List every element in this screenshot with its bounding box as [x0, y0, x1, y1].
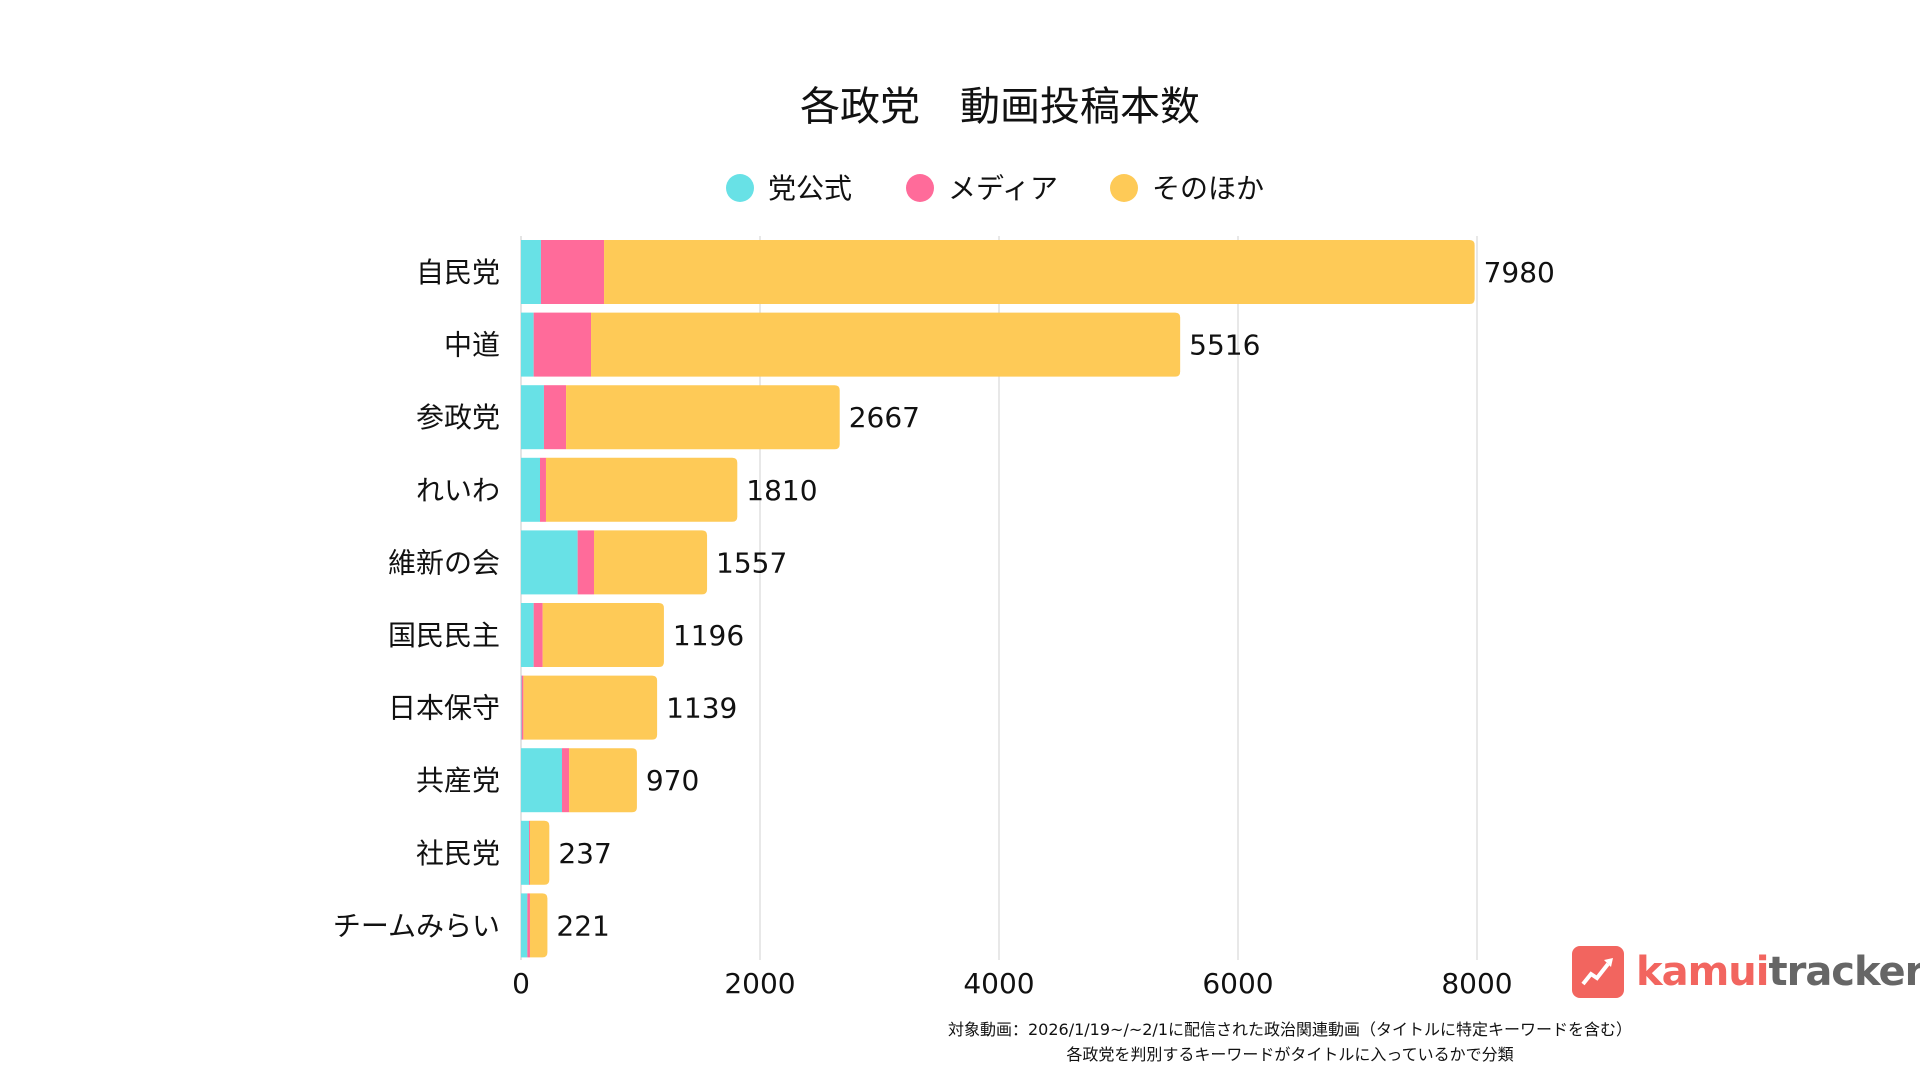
legend-label: 党公式: [768, 172, 852, 205]
bar-group: [521, 385, 840, 450]
bar-segment: [540, 240, 605, 304]
bar-segment: [591, 312, 1181, 377]
bar-segment: [527, 893, 530, 958]
bar-segment: [521, 675, 524, 740]
bar-group: [521, 240, 1475, 304]
data-label: 7980: [1484, 256, 1555, 289]
bar-segment: [533, 312, 592, 377]
kamuitracker-logo: kamuitracker: [1572, 946, 1920, 998]
bar-segment: [540, 457, 546, 522]
x-tick-label: 8000: [1441, 967, 1512, 1000]
bar-segment: [561, 748, 570, 813]
bar-segment: [543, 385, 567, 450]
legend: 党公式 メディア そのほか: [726, 172, 1264, 205]
bar-segment: [521, 457, 541, 522]
bar-group: [521, 603, 664, 667]
bar-group: [521, 312, 1181, 377]
data-label: 221: [556, 909, 609, 942]
bar-segment: [521, 312, 534, 377]
bar-segment: [604, 240, 1475, 304]
x-tick-label: 4000: [963, 967, 1034, 1000]
bar-segment: [594, 530, 708, 595]
bar-segment: [569, 748, 637, 813]
category-label: 自民党: [416, 256, 500, 289]
legend-swatch: [906, 174, 934, 202]
bar-group: [521, 675, 658, 740]
bar-segment: [521, 893, 528, 958]
data-label: 2667: [849, 401, 920, 434]
category-label: 国民民主: [388, 619, 500, 652]
labels: 0 2000 4000 6000 8000 自民党 7980 中道 5516 参政党 2667 れいわ…: [333, 256, 1555, 1000]
bar-segment: [545, 457, 738, 522]
bar-segment: [529, 820, 530, 885]
bar-segment: [521, 240, 541, 304]
bars: [521, 240, 1475, 958]
x-tick-label: 6000: [1202, 967, 1273, 1000]
bar-segment: [521, 675, 522, 740]
category-label: 共産党: [416, 764, 500, 797]
data-label: 1557: [716, 546, 787, 579]
category-label: 参政党: [416, 401, 500, 434]
bar-group: [521, 820, 550, 885]
bar-segment: [521, 603, 534, 667]
category-label: れいわ: [416, 474, 500, 507]
bar-segment: [523, 675, 658, 740]
bar-segment: [521, 530, 578, 595]
legend-label: そのほか: [1152, 172, 1264, 205]
footnote-line-2: 各政党を判別するキーワードがタイトルに入っているかで分類: [1066, 1045, 1514, 1064]
bar-segment: [533, 603, 543, 667]
category-label: 日本保守: [388, 692, 500, 725]
footnote-line-1: 対象動画：2026/1/19~/~2/1に配信された政治関連動画（タイトルに特定…: [948, 1020, 1632, 1039]
bar-group: [521, 457, 738, 522]
legend-swatch: [726, 174, 754, 202]
bar-segment: [566, 385, 840, 450]
legend-label: メディア: [948, 172, 1058, 205]
bar-segment: [521, 748, 562, 813]
data-label: 1139: [666, 692, 737, 725]
bar-group: [521, 748, 637, 813]
category-label: 社民党: [416, 837, 500, 870]
data-label: 5516: [1189, 329, 1260, 362]
bar-group: [521, 893, 548, 958]
category-label: 中道: [444, 329, 500, 362]
bar-segment: [529, 893, 548, 958]
data-label: 970: [646, 764, 699, 797]
data-label: 237: [558, 837, 611, 870]
legend-swatch: [1110, 174, 1138, 202]
bar-segment: [577, 530, 595, 595]
bar-segment: [529, 820, 550, 885]
category-label: 維新の会: [388, 546, 500, 579]
chart-title: 各政党 動画投稿本数: [800, 84, 1200, 130]
bar-group: [521, 530, 708, 595]
bar-segment: [542, 603, 664, 667]
category-label: チームみらい: [333, 909, 500, 942]
bar-segment: [521, 385, 544, 450]
logo-text-kamui: kamui: [1636, 949, 1769, 995]
bar-segment: [521, 820, 530, 885]
x-tick-label: 2000: [724, 967, 795, 1000]
logo-text-tracker: tracker: [1768, 949, 1920, 995]
x-tick-label: 0: [512, 967, 530, 1000]
data-label: 1196: [673, 619, 744, 652]
data-label: 1810: [746, 474, 817, 507]
trend-chart-icon: [1572, 946, 1624, 998]
